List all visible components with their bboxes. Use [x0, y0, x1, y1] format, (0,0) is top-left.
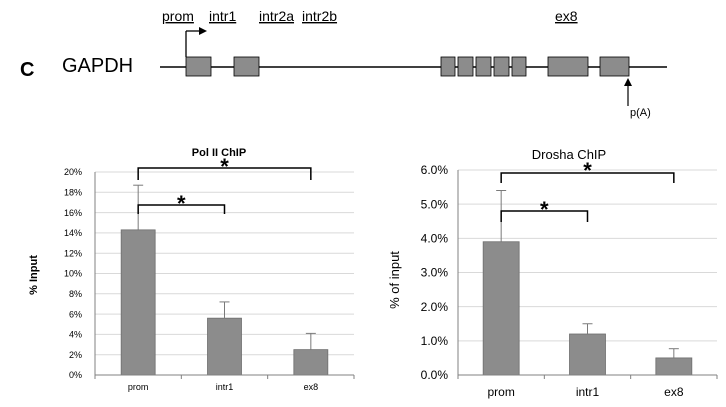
significance-label: *	[177, 191, 186, 216]
y-tick-label: 0%	[69, 370, 82, 380]
x-tick-label: ex8	[304, 382, 319, 392]
y-tick-label: 8%	[69, 289, 82, 299]
exon-8	[547, 56, 589, 77]
panel-label: C	[20, 59, 34, 81]
region-label-intr2a: intr2a	[259, 8, 294, 24]
significance-label: *	[220, 154, 229, 179]
y-tick-label: 0.0%	[421, 368, 449, 382]
y-tick-label: 3.0%	[421, 266, 449, 280]
polii-chip-chart: Pol II ChIP % Input 0% 2% 4% 6% 8% 10% 12% 14% 1…	[28, 147, 355, 392]
x-tick-label: ex8	[664, 385, 684, 399]
y-tick-label: 14%	[64, 228, 82, 238]
x-tick-label: prom	[487, 385, 514, 399]
drosha-chip-chart: Drosha ChIP % of input 0.0% 1.0% 2.0% 3.0% 4…	[387, 147, 718, 399]
y-tick-label: 4.0%	[421, 232, 449, 246]
region-label-intr1: intr1	[209, 8, 236, 24]
bar-intr1	[207, 317, 242, 376]
y-tick-label: 10%	[64, 269, 82, 279]
y-tick-label: 5.0%	[421, 197, 449, 211]
significance-bracket	[137, 204, 226, 214]
bar-intr1	[569, 333, 606, 376]
significance-bracket	[137, 167, 312, 180]
region-label-intr2b: intr2b	[302, 8, 337, 24]
bar-ex8	[293, 349, 329, 376]
bar-prom	[482, 241, 520, 376]
x-tick-label: intr1	[216, 382, 234, 392]
y-axis-label: % of input	[387, 251, 402, 309]
y-tick-label: 18%	[64, 187, 82, 197]
y-tick-label: 2.0%	[421, 300, 449, 314]
bar-prom	[120, 229, 156, 376]
y-tick-label: 2%	[69, 350, 82, 360]
y-tick-label: 6%	[69, 309, 82, 319]
region-labels: prom intr1 intr2a intr2b ex8	[162, 8, 578, 24]
y-tick-label: 4%	[69, 330, 82, 340]
exon-2	[233, 56, 260, 77]
polya-arrow-icon	[624, 78, 632, 106]
tss-arrow-icon	[185, 27, 207, 57]
bar-ex8	[655, 357, 693, 376]
exon-4	[457, 56, 474, 77]
region-label-ex8: ex8	[555, 8, 578, 24]
x-tick-label: intr1	[576, 385, 600, 399]
significance-bracket	[500, 172, 675, 183]
gene-diagram: C GAPDH prom intr1 intr2a intr2b ex8	[20, 8, 667, 119]
significance-label: *	[583, 158, 592, 183]
y-tick-label: 16%	[64, 208, 82, 218]
exon-7	[511, 56, 527, 77]
exon-6	[493, 56, 510, 77]
significance-bracket	[500, 210, 589, 222]
exon-5	[475, 56, 492, 77]
y-axis-label: % Input	[28, 255, 40, 295]
chart-title: Drosha ChIP	[532, 147, 606, 162]
y-tick-label: 1.0%	[421, 334, 449, 348]
exon-9	[599, 56, 630, 77]
gene-name: GAPDH	[62, 55, 133, 77]
y-tick-label: 12%	[64, 248, 82, 258]
chart-title: Pol II ChIP	[192, 147, 246, 159]
y-tick-label: 6.0%	[421, 163, 449, 177]
significance-label: *	[540, 197, 549, 222]
y-tick-label: 20%	[64, 167, 82, 177]
exon-3	[440, 56, 456, 77]
region-label-prom: prom	[162, 8, 194, 24]
polya-label: p(A)	[630, 107, 651, 119]
x-tick-label: prom	[128, 382, 149, 392]
exon-1	[185, 56, 212, 77]
